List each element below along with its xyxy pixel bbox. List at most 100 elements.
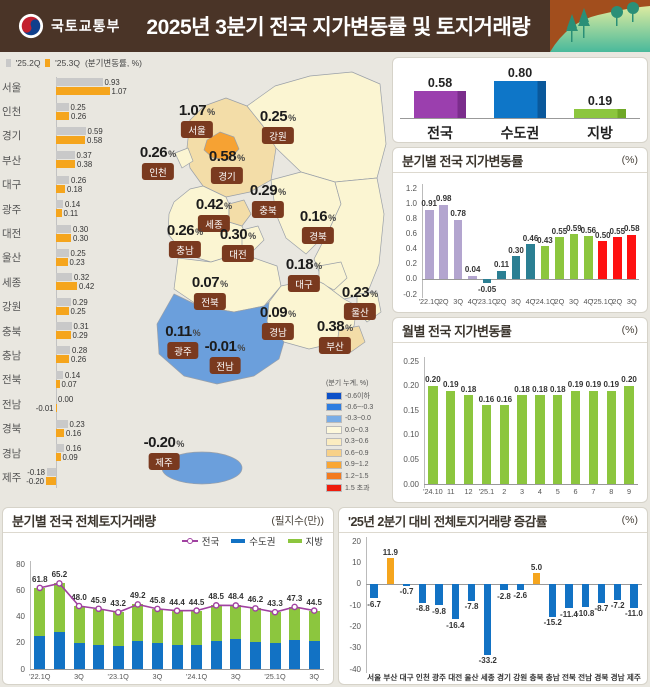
capital-bar bbox=[132, 641, 144, 669]
bar bbox=[439, 204, 449, 279]
sidebar-bar-value: 0.09 bbox=[62, 453, 78, 463]
sidebar-region-bars: 0.29 0.25 bbox=[32, 295, 142, 319]
sidebar-region-row: 인천 0.25 0.26 bbox=[2, 99, 142, 123]
sidebar-region-row: 경남 0.16 0.09 bbox=[2, 441, 142, 465]
q3-legend-label: '25.3Q bbox=[55, 58, 80, 68]
x-tick-label: 세종 bbox=[480, 673, 495, 682]
bar-value-label: 0.43 bbox=[537, 235, 553, 245]
bar-value-label: -6.7 bbox=[367, 599, 381, 609]
map-region bbox=[246, 71, 387, 183]
y-tick-label: 40 bbox=[16, 612, 25, 621]
sidebar-region-bars: 0.25 0.23 bbox=[32, 246, 142, 270]
q2-legend-label: '25.2Q bbox=[15, 58, 41, 68]
transactions-legend: 전국 수도권 지방 bbox=[3, 533, 333, 549]
bar-value-label: 0.80 bbox=[507, 65, 533, 80]
sidebar-bar bbox=[56, 184, 65, 193]
bar-value-label: -10.8 bbox=[576, 608, 595, 618]
y-tick-label: 20 bbox=[16, 638, 25, 648]
bar bbox=[535, 395, 545, 484]
province-bar bbox=[191, 610, 203, 646]
sidebar-bar bbox=[56, 224, 71, 233]
sidebar-region-row: 대전 0.30 0.30 bbox=[2, 221, 142, 245]
province-bar bbox=[132, 604, 144, 642]
x-tick-label: 2 bbox=[502, 487, 507, 496]
map-value-number: -0.01 bbox=[204, 338, 237, 355]
map-region-badge: 대구 bbox=[288, 275, 320, 292]
capital-bar bbox=[171, 644, 183, 669]
quarterly-panel: 분기별 전국 지가변동률 (%) 1.2 1.0 0.8 0.6 0.4 0.2 0.0 -0… bbox=[392, 147, 648, 313]
map-region-label: 0.07% 전북 bbox=[192, 274, 228, 311]
x-tick-label: 3Q bbox=[453, 297, 464, 306]
sidebar-region-row: 제주 -0.18 -0.20 bbox=[2, 465, 142, 489]
map-region-label: 0.58% 경기 bbox=[209, 148, 245, 185]
sidebar-region-bars: 0.16 0.09 bbox=[32, 441, 142, 465]
map-region bbox=[156, 293, 285, 385]
bar bbox=[573, 109, 627, 118]
map-region-badge: 제주 bbox=[148, 453, 180, 470]
regional-change-panel-title: '25년 2분기 대비 전체토지거래량 증감률 (%) bbox=[339, 508, 647, 533]
map-region-label: 0.29% 충북 bbox=[250, 182, 286, 219]
percent-sign: % bbox=[237, 153, 246, 163]
map-region-label: 0.30% 대전 bbox=[220, 226, 256, 263]
monthly-panel-title: 월별 전국 지가변동률 (%) bbox=[393, 318, 647, 343]
sidebar-bar bbox=[56, 379, 60, 388]
total-value-label: 61.8 bbox=[32, 574, 48, 584]
y-tick-label: 0 bbox=[20, 664, 25, 674]
bar-value-label: -8.8 bbox=[415, 604, 430, 614]
bar-value-label: 0.18 bbox=[460, 384, 477, 394]
zero-axis-line bbox=[424, 484, 638, 485]
map-legend-swatch bbox=[326, 403, 342, 412]
x-tick-label: 강원 bbox=[513, 673, 528, 682]
map-region-value: 0.07% bbox=[192, 274, 228, 292]
sidebar-bar bbox=[56, 102, 69, 111]
sidebar-bar-value: -0.01 bbox=[35, 404, 54, 414]
total-value-label: 44.5 bbox=[306, 597, 322, 607]
x-tick-label: 6 bbox=[573, 487, 578, 496]
zero-axis-line bbox=[400, 118, 640, 119]
map-region bbox=[241, 225, 265, 251]
x-tick-label: 7 bbox=[591, 487, 596, 496]
legend-item-label: 수도권 bbox=[249, 537, 276, 548]
sidebar-region-name: 충북 bbox=[2, 325, 22, 338]
percent-sign: % bbox=[168, 149, 177, 159]
bar-value-label: 0.46 bbox=[522, 233, 539, 243]
bar-legend-swatch bbox=[231, 539, 246, 543]
map-value-number: 0.18 bbox=[285, 256, 314, 273]
regional-quarter-comparison: '25.2Q '25.3Q (분기변동률, %) 서울 0.93 1.07 인천 0.2… bbox=[2, 55, 142, 503]
y-tick-label: 10 bbox=[352, 557, 361, 567]
map-value-number: 0.26 bbox=[166, 222, 195, 239]
map-region-label: 0.11% 광주 bbox=[165, 323, 201, 360]
map-region-badge: 대전 bbox=[222, 245, 254, 262]
province-bar bbox=[289, 606, 301, 641]
summary-panel: 0.58 전국 0.80 수도권 0.19 지방 bbox=[392, 57, 648, 143]
sidebar-bar-value: 0.14 bbox=[65, 370, 81, 380]
sidebar-bar-value: 0.29 bbox=[72, 331, 88, 341]
bar-value-label: -2.8 bbox=[497, 591, 511, 601]
map-legend-swatch bbox=[326, 449, 342, 458]
x-tick-label: 경기 bbox=[497, 673, 511, 682]
map-legend-label: -0.6~-0.3 bbox=[345, 403, 374, 411]
x-tick-label: '22.1Q bbox=[29, 672, 51, 681]
monthly-title-text: 월별 전국 지가변동률 bbox=[402, 323, 512, 339]
sidebar-bar-value: 0.29 bbox=[72, 297, 88, 307]
quarterly-chart: 1.2 1.0 0.8 0.6 0.4 0.2 0.0 -0.2 0.91 '22.1Q 0.98 2… bbox=[396, 175, 644, 310]
y-tick-label: 0.20 bbox=[403, 381, 419, 391]
map-region-value: 0.26% bbox=[167, 222, 203, 240]
sidebar-region-row: 세종 0.32 0.42 bbox=[2, 270, 142, 294]
map-value-number: 0.09 bbox=[259, 304, 288, 321]
bar-value-label: -7.2 bbox=[610, 601, 625, 611]
sidebar-bar-value: -0.18 bbox=[27, 468, 45, 478]
taegeuk-icon bbox=[18, 13, 44, 39]
sidebar-region-name: 전남 bbox=[2, 398, 22, 411]
map-region-value: 0.38% bbox=[317, 318, 353, 336]
province-bar bbox=[269, 612, 281, 643]
x-tick-label: 2Q bbox=[612, 297, 623, 306]
bar bbox=[516, 584, 524, 590]
map-region-label: 0.26% 인천 bbox=[140, 144, 176, 181]
bar bbox=[499, 405, 509, 484]
map-region-value: 0.42% bbox=[196, 196, 232, 214]
map-region-badge: 광주 bbox=[167, 342, 199, 359]
sidebar-region-row: 충북 0.31 0.29 bbox=[2, 319, 142, 343]
map-legend-label: 0.9~1.2 bbox=[345, 461, 369, 469]
bar-value-label: 0.78 bbox=[450, 209, 466, 219]
